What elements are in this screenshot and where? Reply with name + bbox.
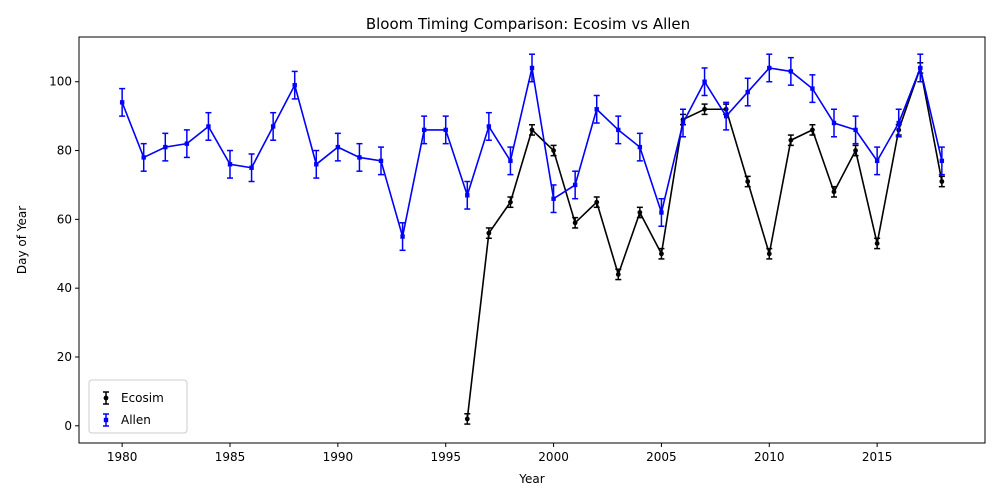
allen-point [831,120,837,126]
legend-item-ecosim: Ecosim [103,391,164,405]
allen-point [421,127,427,133]
allen-point [896,120,901,126]
y-tick-label: 0 [64,419,72,433]
allen-point [810,86,815,91]
allen-point [141,155,146,160]
y-axis-label: Day of Year [15,206,29,274]
ecosim-point [615,272,621,277]
allen-point [594,107,599,112]
allen-point [163,144,168,150]
ecosim-point [551,148,556,153]
ecosim-point [637,210,643,215]
allen-point [314,162,319,167]
y-tick-label: 40 [57,281,72,295]
allen-point [637,144,643,150]
series-ecosim [464,62,945,425]
legend-label: Allen [121,413,151,427]
allen-point [119,100,125,105]
allen-point [918,65,923,71]
legend-swatch-marker [103,417,109,423]
legend-swatch-marker [103,395,109,401]
allen-point [939,158,945,164]
ecosim-point [529,127,535,133]
ecosim-point [853,148,858,153]
x-tick-label: 1980 [107,450,138,464]
ecosim-point [745,179,751,184]
allen-point [745,89,750,95]
allen-point [508,158,513,164]
x-tick-label: 1995 [430,450,461,464]
legend-item-allen: Allen [103,413,151,427]
series-allen [119,53,945,252]
allen-point [616,127,621,133]
allen-point [723,113,729,119]
x-tick-label: 2010 [754,450,785,464]
allen-point [249,165,254,170]
ecosim-point [810,127,815,133]
allen-point [767,65,772,71]
allen-point [659,210,664,215]
x-tick-label: 2005 [646,450,677,464]
legend-box [88,379,188,434]
y-tick-label: 60 [57,212,72,226]
y-tick-label: 20 [57,350,72,364]
allen-point [335,144,341,150]
ecosim-point [572,220,578,226]
allen-point [465,193,470,198]
ecosim-point [766,251,772,257]
allen-point [227,162,233,167]
allen-point [853,127,858,133]
ecosim-point [939,179,945,184]
allen-point [443,127,448,133]
x-tick-label: 1985 [215,450,246,464]
ecosim-point [831,189,837,195]
ecosim-point [874,241,880,246]
x-tick-label: 2015 [862,450,893,464]
ecosim-point [659,251,664,257]
y-tick-label: 100 [49,75,72,89]
x-tick-label: 2000 [538,450,569,464]
chart-title: Bloom Timing Comparison: Ecosim vs Allen [366,15,690,33]
axes: 1980 1985 1990 1995 2000 2005 2010 2015 0 20 40 60 8… [49,75,892,464]
plot-frame [78,36,986,444]
plot-area [119,53,945,425]
legend-label: Ecosim [121,391,164,405]
allen-point [680,120,686,126]
allen-point [874,158,880,164]
allen-point [400,234,405,239]
y-tick-label: 80 [57,144,72,158]
allen-point [572,182,578,188]
ecosim-point [464,416,470,422]
ecosim-point [486,230,492,236]
allen-point [292,82,297,88]
allen-point [206,124,211,129]
allen-point [788,69,794,74]
allen-point [270,124,276,129]
ecosim-point [594,199,600,205]
legend: Ecosim Allen [88,379,188,434]
allen-point [357,155,362,160]
allen-point [378,158,384,164]
x-axis-label: Year [518,472,544,486]
ecosim-point [702,106,707,112]
ecosim-point [788,137,794,143]
allen-point [551,196,556,201]
allen-point [529,65,535,71]
allen-point [184,141,190,146]
ecosim-point [508,199,513,205]
x-tick-label: 1990 [323,450,354,464]
allen-point [702,79,707,84]
allen-point [486,124,492,129]
